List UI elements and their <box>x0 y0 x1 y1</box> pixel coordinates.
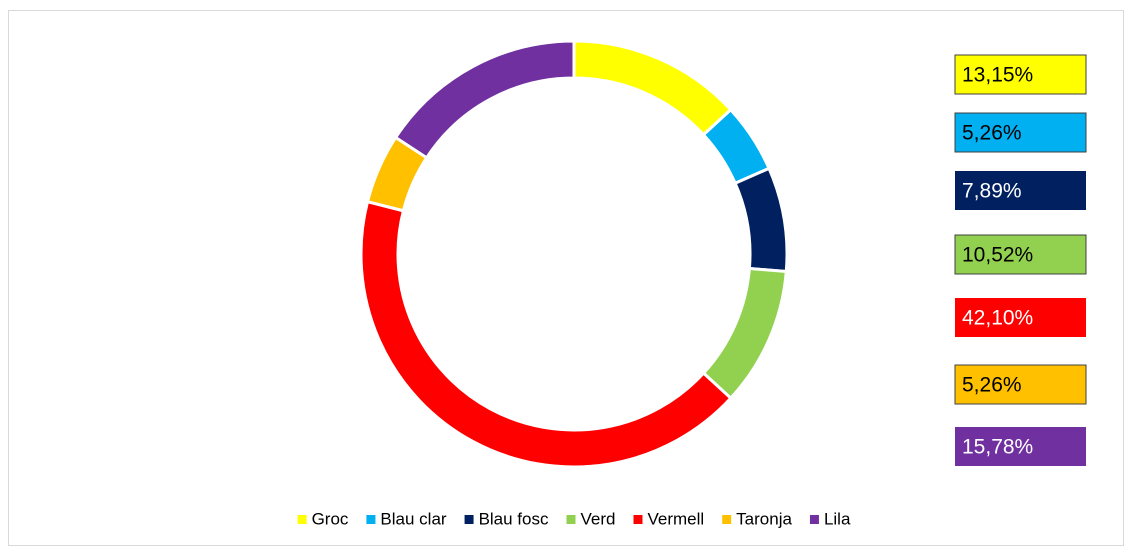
value-label: 5,26% <box>962 374 1022 397</box>
legend-label: Vermell <box>647 509 704 528</box>
legend-marker <box>366 515 376 524</box>
value-label: 7,89% <box>962 180 1022 203</box>
value-label-box <box>955 298 1086 337</box>
legend-marker <box>809 515 819 524</box>
legend-label: Blau fosc <box>479 509 549 528</box>
value-label-box <box>954 54 1087 95</box>
value-label: 5,26% <box>962 122 1022 145</box>
value-label-box <box>954 234 1087 275</box>
value-label-box <box>955 171 1086 210</box>
donut-segment <box>393 39 576 160</box>
value-label: 42,10% <box>962 307 1033 330</box>
legend-label: Taronja <box>736 509 792 528</box>
value-label-box <box>954 112 1087 153</box>
value-label-box <box>955 427 1086 466</box>
legend-marker <box>464 515 474 524</box>
legend-marker <box>633 515 643 524</box>
legend-label: Blau clar <box>380 509 446 528</box>
value-label-box <box>954 364 1087 405</box>
value-label: 13,15% <box>962 64 1033 87</box>
legend-marker <box>722 515 732 524</box>
legend-marker <box>566 515 576 524</box>
value-label: 15,78% <box>962 436 1033 459</box>
legend-label: Groc <box>312 509 349 528</box>
legend-label: Verd <box>581 509 616 528</box>
legend-marker <box>297 515 307 524</box>
legend-label: Lila <box>824 509 851 528</box>
value-label: 10,52% <box>962 244 1033 267</box>
